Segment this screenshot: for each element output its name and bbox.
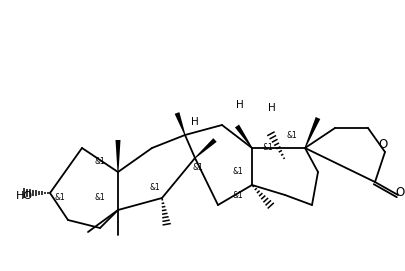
Text: &1: &1 bbox=[232, 167, 243, 176]
Polygon shape bbox=[115, 140, 120, 172]
Text: &1: &1 bbox=[94, 157, 105, 166]
Polygon shape bbox=[304, 117, 320, 148]
Text: H: H bbox=[267, 103, 275, 113]
Text: O: O bbox=[377, 137, 387, 150]
Text: &1: &1 bbox=[262, 144, 273, 153]
Polygon shape bbox=[174, 112, 185, 135]
Text: &1: &1 bbox=[232, 191, 243, 199]
Text: HO: HO bbox=[16, 191, 33, 201]
Text: &1: &1 bbox=[286, 131, 296, 140]
Text: H: H bbox=[236, 100, 243, 110]
Polygon shape bbox=[194, 138, 216, 158]
Text: &1: &1 bbox=[94, 193, 105, 202]
Text: H: H bbox=[191, 117, 198, 127]
Text: &1: &1 bbox=[55, 193, 65, 202]
Text: &1: &1 bbox=[149, 183, 160, 192]
Text: &1: &1 bbox=[192, 163, 203, 173]
Text: O: O bbox=[394, 186, 404, 199]
Polygon shape bbox=[234, 125, 252, 148]
